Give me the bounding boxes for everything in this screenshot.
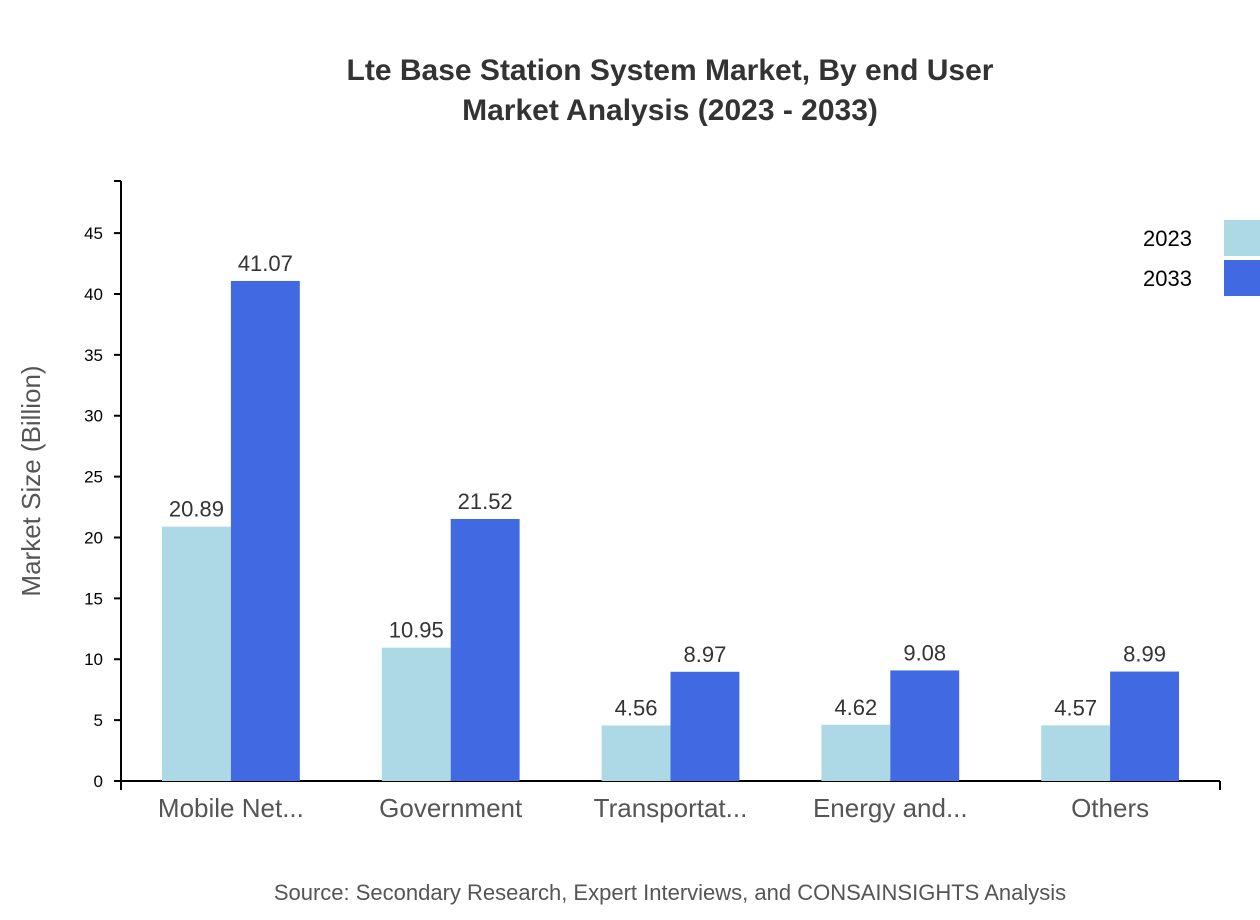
- data-label: 4.62: [834, 695, 877, 720]
- x-tick-label: Others: [1071, 793, 1149, 823]
- bar-2023: [601, 725, 671, 781]
- data-label: 20.89: [169, 497, 224, 522]
- y-tick-label: 35: [84, 346, 103, 365]
- data-label: 4.57: [1054, 695, 1097, 720]
- source-note: Source: Secondary Research, Expert Inter…: [274, 880, 1066, 905]
- legend-label: 2033: [1143, 266, 1192, 291]
- x-tick-label: Transportat...: [594, 793, 748, 823]
- y-tick-label: 10: [84, 650, 103, 669]
- data-label: 4.56: [615, 695, 658, 720]
- y-tick-label: 40: [84, 285, 103, 304]
- x-tick-label: Mobile Net...: [158, 793, 304, 823]
- x-tick-label: Government: [379, 793, 523, 823]
- y-axis-label: Market Size (Billion): [16, 365, 46, 596]
- chart-title-line2: Market Analysis (2023 - 2033): [462, 94, 878, 127]
- data-label: 21.52: [458, 489, 513, 514]
- bar-2033: [450, 518, 520, 781]
- bar-2023: [1041, 725, 1111, 781]
- data-label: 9.08: [903, 640, 946, 665]
- y-tick-label: 0: [94, 772, 103, 791]
- bar-2033: [230, 280, 300, 781]
- data-label: 8.99: [1123, 642, 1166, 667]
- data-label: 10.95: [389, 618, 444, 643]
- legend-swatch-2033: [1224, 260, 1260, 296]
- chart-title-line1: Lte Base Station System Market, By end U…: [347, 54, 994, 87]
- y-tick-label: 30: [84, 407, 103, 426]
- data-label: 41.07: [238, 251, 293, 276]
- legend-label: 2023: [1143, 226, 1192, 251]
- legend-swatch-2023: [1224, 220, 1260, 256]
- bar-2023: [162, 526, 231, 781]
- x-tick-label: Energy and...: [813, 793, 968, 823]
- bar-2033: [670, 671, 740, 781]
- bar-2033: [890, 670, 960, 781]
- y-tick-label: 5: [94, 711, 103, 730]
- bar-2023: [821, 724, 891, 781]
- y-tick-label: 45: [84, 224, 103, 243]
- bar-2033: [1110, 671, 1179, 781]
- y-tick-label: 20: [84, 528, 103, 547]
- bar-2023: [381, 647, 451, 781]
- y-tick-label: 15: [84, 589, 103, 608]
- data-label: 8.97: [684, 642, 727, 667]
- y-tick-label: 25: [84, 468, 103, 487]
